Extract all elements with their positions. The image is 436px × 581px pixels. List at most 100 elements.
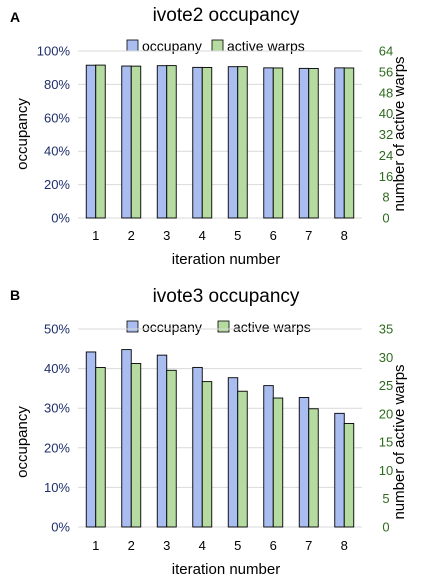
x-ticks-b: 1 2 3 4 5 6 7 8 bbox=[92, 538, 348, 553]
y-tick-right: 20 bbox=[379, 406, 393, 421]
y-tick-right: 5 bbox=[382, 491, 389, 506]
x-ticks-a: 1 2 3 4 5 6 7 8 bbox=[92, 228, 348, 243]
bar-occupancy bbox=[156, 65, 168, 219]
y-axis-title-right-b: number of active warps bbox=[391, 364, 408, 519]
bars-b bbox=[85, 349, 355, 528]
bar-occupancy bbox=[156, 354, 168, 528]
legend-swatch-occupancy-b bbox=[126, 320, 139, 333]
bar-occupancy bbox=[334, 67, 345, 219]
bar-occupancy bbox=[263, 385, 274, 528]
bar-active-warps bbox=[237, 66, 248, 219]
bar-active-warps bbox=[308, 68, 319, 219]
bar-occupancy bbox=[85, 351, 97, 528]
panel-label-b: B bbox=[10, 287, 20, 303]
bar-active-warps bbox=[166, 65, 177, 219]
y-tick-right: 0 bbox=[382, 520, 389, 535]
bar-occupancy bbox=[85, 64, 97, 219]
panel-label-a: A bbox=[10, 9, 20, 25]
y-tick-left: 60% bbox=[44, 110, 70, 125]
legend-b: occupany active warps bbox=[126, 319, 311, 335]
bar-active-warps bbox=[343, 423, 355, 528]
bar-occupancy bbox=[263, 67, 274, 219]
legend-swatch-occupancy-a bbox=[126, 39, 139, 52]
y-tick-right: 48 bbox=[379, 85, 393, 100]
y-tick-left: 0% bbox=[51, 520, 70, 535]
y-tick-right: 8 bbox=[382, 190, 389, 205]
chart-panel-a: A ivote2 occupancy occupany active warps… bbox=[10, 5, 408, 268]
legend-swatch-active-warps-b bbox=[217, 320, 230, 333]
legend-label-occupancy-b: occupany bbox=[142, 319, 202, 335]
y-tick-left: 20% bbox=[44, 177, 70, 192]
bar-active-warps bbox=[237, 390, 248, 528]
y-axis-title-left-b: occupancy bbox=[14, 406, 31, 478]
y-tick-left: 40% bbox=[44, 361, 70, 376]
chart-title-b: ivote3 occupancy bbox=[153, 286, 300, 307]
y-tick-right: 32 bbox=[379, 127, 393, 142]
bar-occupancy bbox=[192, 366, 203, 528]
bar-active-warps bbox=[201, 66, 213, 219]
y-tick-right: 25 bbox=[379, 378, 393, 393]
bar-active-warps bbox=[166, 369, 177, 528]
x-tick: 7 bbox=[305, 538, 312, 553]
y-tick-left: 100% bbox=[37, 44, 71, 59]
y-ticks-right-b: 0 5 10 15 20 25 30 35 bbox=[379, 322, 393, 535]
y-tick-right: 64 bbox=[379, 44, 393, 59]
y-tick-right: 0 bbox=[382, 211, 389, 226]
x-tick: 1 bbox=[92, 538, 99, 553]
y-ticks-left-b: 0% 10% 20% 30% 40% 50% bbox=[44, 322, 70, 535]
chart-title-a: ivote2 occupancy bbox=[153, 5, 300, 26]
chart-panel-b: B ivote3 occupancy occupany active warps… bbox=[10, 286, 408, 578]
x-tick: 5 bbox=[234, 228, 241, 243]
x-tick: 4 bbox=[199, 538, 206, 553]
y-tick-left: 80% bbox=[44, 77, 70, 92]
bars-a bbox=[85, 64, 355, 219]
bar-active-warps bbox=[130, 65, 142, 219]
y-tick-right: 30 bbox=[379, 350, 393, 365]
bar-occupancy bbox=[334, 412, 345, 528]
x-tick: 3 bbox=[163, 538, 170, 553]
bar-active-warps bbox=[343, 67, 355, 219]
bar-active-warps bbox=[272, 397, 284, 528]
y-tick-left: 10% bbox=[44, 480, 70, 495]
x-axis-title-a: iteration number bbox=[172, 251, 280, 268]
y-tick-left: 30% bbox=[44, 401, 70, 416]
legend-swatch-active-warps-a bbox=[211, 39, 224, 52]
bar-occupancy bbox=[227, 377, 239, 528]
x-tick: 7 bbox=[305, 228, 312, 243]
y-tick-left: 40% bbox=[44, 144, 70, 159]
x-tick: 2 bbox=[128, 538, 135, 553]
x-tick: 8 bbox=[341, 228, 348, 243]
x-tick: 4 bbox=[199, 228, 206, 243]
x-tick: 8 bbox=[341, 538, 348, 553]
bar-occupancy bbox=[298, 67, 310, 219]
y-tick-right: 56 bbox=[379, 64, 393, 79]
bar-occupancy bbox=[121, 349, 132, 528]
bar-occupancy bbox=[298, 397, 310, 528]
bar-active-warps bbox=[201, 381, 213, 528]
y-ticks-right-a: 0 8 16 24 32 40 48 56 64 bbox=[379, 44, 393, 226]
gridlines-b bbox=[78, 328, 362, 528]
legend-a: occupany active warps bbox=[126, 38, 305, 54]
legend-label-active-warps-a: active warps bbox=[227, 38, 305, 54]
x-tick: 2 bbox=[128, 228, 135, 243]
y-tick-right: 10 bbox=[379, 463, 393, 478]
y-tick-right: 15 bbox=[379, 435, 393, 450]
y-tick-left: 20% bbox=[44, 440, 70, 455]
x-tick: 6 bbox=[270, 538, 277, 553]
x-axis-title-b: iteration number bbox=[172, 561, 280, 578]
y-tick-right: 40 bbox=[379, 106, 393, 121]
y-tick-right: 35 bbox=[379, 322, 393, 337]
y-tick-right: 24 bbox=[379, 148, 393, 163]
bar-occupancy bbox=[121, 65, 132, 219]
bar-active-warps bbox=[95, 367, 106, 528]
bar-active-warps bbox=[130, 363, 142, 528]
gridlines-a bbox=[78, 50, 362, 219]
x-tick: 5 bbox=[234, 538, 241, 553]
y-tick-left: 0% bbox=[51, 211, 70, 226]
y-tick-left: 50% bbox=[44, 322, 70, 337]
x-tick: 6 bbox=[270, 228, 277, 243]
x-tick: 3 bbox=[163, 228, 170, 243]
y-axis-title-left-a: occupancy bbox=[14, 98, 31, 170]
y-ticks-left-a: 0% 20% 40% 60% 80% 100% bbox=[37, 44, 71, 226]
